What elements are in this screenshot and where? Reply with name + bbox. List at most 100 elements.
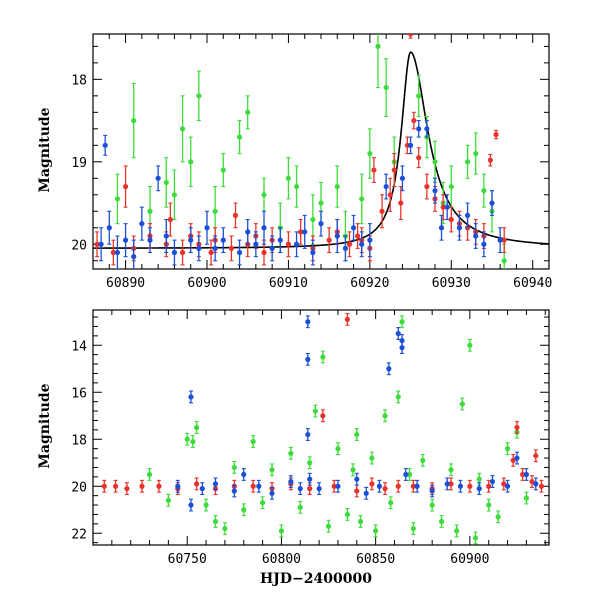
top-red-point (232, 212, 239, 219)
bottom-blue-point (305, 431, 311, 438)
bottom-green-point (357, 518, 364, 525)
bottom-green-point (320, 354, 326, 360)
bottom-red-point (250, 483, 256, 489)
bottom-panel: 60750 60800 60850 60900 14 16 18 20 22 (71, 309, 550, 567)
top-blue-point (489, 200, 495, 206)
bottom-green-point (297, 504, 303, 510)
top-green-point (359, 196, 365, 202)
bottom-red-point (320, 413, 326, 419)
bottom-blue-point (231, 488, 237, 494)
bottom-red-point (501, 481, 507, 487)
bottom-green-point (194, 424, 200, 431)
bottom-blue-point (386, 366, 392, 372)
bottom-x-tick-label: 60900 (450, 552, 489, 567)
bottom-green-point (312, 408, 318, 414)
top-green-point (261, 192, 267, 198)
top-blue-point (407, 142, 414, 148)
bottom-blue-point (241, 471, 247, 478)
top-green-point (179, 126, 186, 132)
bottom-x-axis-label: HJD−2400000 (260, 571, 372, 587)
top-red-point (208, 249, 214, 256)
top-red-point (424, 183, 430, 190)
top-blue-point (473, 233, 479, 239)
top-green-point (188, 159, 194, 165)
top-x-tick-label: 60930 (432, 276, 471, 291)
bottom-red-point (354, 488, 360, 494)
top-blue-point (302, 229, 308, 235)
bottom-plot-frame (92, 309, 550, 546)
bottom-red-point (520, 471, 526, 478)
top-green-point (367, 150, 373, 157)
top-x-tick-label: 60940 (513, 276, 552, 291)
bottom-red-point (382, 486, 388, 492)
bottom-red-point (194, 481, 200, 487)
top-blue-point (155, 175, 161, 181)
bottom-y-axis-label: Magnitude (37, 383, 53, 468)
top-green-point (334, 183, 340, 190)
bottom-red-point (101, 483, 107, 489)
top-green-point (501, 258, 507, 264)
top-green-point (375, 43, 381, 49)
top-red-point (298, 229, 304, 235)
bottom-blue-point (476, 486, 482, 492)
top-blue-point (399, 175, 406, 181)
top-x-tick-label: 60910 (269, 276, 308, 291)
bottom-blue-point (504, 483, 511, 489)
bottom-red-point (538, 483, 545, 489)
top-red-point (285, 241, 292, 247)
bottom-green-point (395, 394, 401, 400)
top-blue-point (432, 188, 438, 194)
model-light-curve (93, 51, 549, 249)
top-blue-point (139, 221, 145, 227)
bottom-blue-point (514, 455, 520, 461)
bottom-x-tick-label: 60800 (262, 552, 301, 567)
bottom-green-point (241, 507, 247, 513)
top-blue-point (236, 249, 243, 256)
top-blue-point (444, 204, 450, 210)
top-blue-point (269, 245, 275, 251)
top-blue-point (350, 225, 357, 231)
bottom-green-point (212, 518, 219, 525)
top-green-point (293, 183, 300, 190)
bottom-red-point (467, 483, 473, 489)
top-blue-point (359, 241, 365, 247)
bottom-green-point (454, 528, 460, 534)
bottom-green-point (406, 471, 413, 478)
top-blue-point (131, 254, 137, 260)
bottom-blue-point (305, 356, 311, 362)
bottom-green-point (523, 495, 529, 501)
bottom-green-point (335, 446, 341, 452)
bottom-green-point (373, 528, 379, 534)
bottom-green-point (467, 342, 473, 348)
bottom-green-point (399, 319, 405, 325)
top-y-tick-label: 18 (71, 73, 87, 88)
bottom-green-point (369, 455, 375, 461)
bottom-x-tick-label: 60750 (168, 552, 207, 567)
bottom-green-point (504, 446, 511, 452)
top-blue-point (122, 237, 129, 243)
top-blue-point (416, 126, 422, 132)
bottom-green-point (382, 413, 388, 419)
top-blue-point (253, 241, 259, 247)
top-green-point (236, 134, 243, 140)
bottom-green-point (222, 525, 228, 532)
top-green-point (220, 167, 226, 173)
bottom-blue-point (256, 483, 262, 489)
top-y-axis-label: Magnitude (37, 107, 53, 192)
top-red-point (379, 208, 385, 214)
top-blue-point (106, 225, 112, 231)
top-red-point (448, 216, 454, 223)
bottom-blue-point (188, 394, 194, 400)
top-green-point (171, 192, 178, 198)
bottom-green-point (350, 467, 356, 473)
top-panel: 60890 60900 60910 60920 60930 60940 18 19 20 (71, 33, 552, 291)
bottom-blue-point (297, 486, 303, 492)
top-blue-point (147, 237, 153, 243)
top-blue-point (383, 183, 389, 190)
top-green-point (432, 159, 438, 165)
top-blue-point (481, 241, 487, 247)
bottom-blue-point (489, 478, 496, 485)
top-red-point (411, 117, 417, 124)
top-green-point (481, 188, 487, 194)
